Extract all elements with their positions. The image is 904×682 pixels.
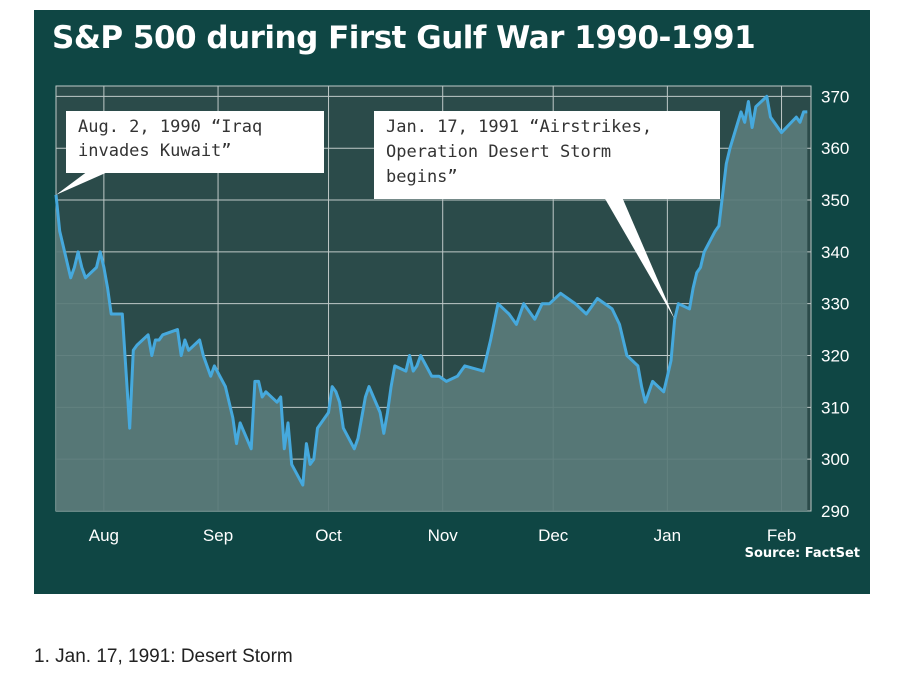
source-label: Source: FactSet <box>744 546 860 561</box>
annotation-callout: Jan. 17, 1991 “Airstrikes, Operation Dese… <box>374 111 720 320</box>
series-line <box>54 94 808 487</box>
x-tick-label: Nov <box>428 526 459 545</box>
callout-text-line: begins” <box>386 167 458 187</box>
x-tick-label: Feb <box>767 526 796 545</box>
y-axis: 290 300 310 320 330 340 350 360 370 <box>821 87 849 521</box>
callout-box <box>66 111 324 173</box>
y-tick-label: 370 <box>821 87 849 106</box>
x-axis: Aug Sep Oct Nov Dec Jan Feb <box>89 526 796 545</box>
x-tick-label: Dec <box>538 526 569 545</box>
callout-box <box>374 111 720 199</box>
series-area <box>56 96 808 512</box>
y-tick-label: 350 <box>821 191 849 210</box>
caption: 1. Jan. 17, 1991: Desert Storm <box>34 646 293 667</box>
x-tick-label: Oct <box>315 526 342 545</box>
chart-panel: 290 300 310 320 330 340 350 360 370 Aug Sep Oct Nov… <box>34 10 870 594</box>
y-tick-label: 330 <box>821 295 849 314</box>
x-tick-label: Sep <box>203 526 233 545</box>
x-tick-label: Jan <box>654 526 681 545</box>
callout-text-line: Aug. 2, 1990 “Iraq <box>78 117 262 137</box>
callout-pointer <box>56 171 110 195</box>
x-tick-label: Aug <box>89 526 119 545</box>
y-tick-label: 290 <box>821 502 849 521</box>
y-tick-label: 300 <box>821 450 849 469</box>
callout-pointer <box>604 197 675 320</box>
chart-svg: 290 300 310 320 330 340 350 360 370 Aug Sep Oct Nov… <box>54 85 849 545</box>
y-tick-label: 360 <box>821 139 849 158</box>
annotation-callout: Aug. 2, 1990 “Iraq invades Kuwait” <box>56 111 324 195</box>
y-tick-label: 310 <box>821 398 849 417</box>
y-tick-label: 340 <box>821 243 849 262</box>
callout-text-line: invades Kuwait” <box>78 141 232 161</box>
callout-text-line: Operation Desert Storm <box>386 142 611 162</box>
annotations: Aug. 2, 1990 “Iraq invades Kuwait” Jan. 17… <box>56 111 720 320</box>
y-tick-label: 320 <box>821 347 849 366</box>
chart-title: S&P 500 during First Gulf War 1990-1991 <box>52 20 756 56</box>
callout-text-line: Jan. 17, 1991 “Airstrikes, <box>386 117 652 137</box>
